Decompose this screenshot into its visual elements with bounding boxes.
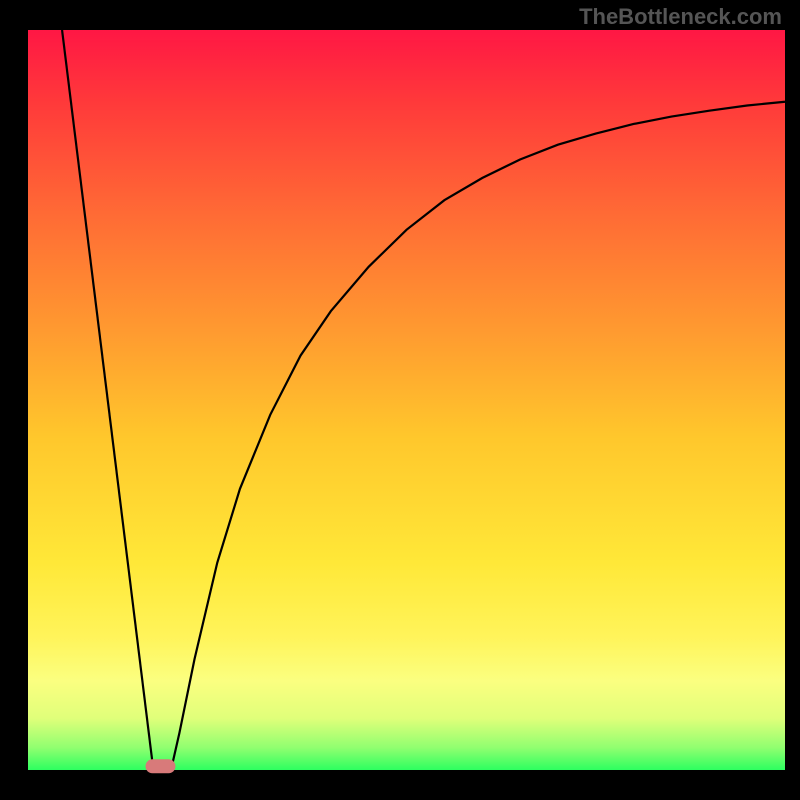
- chart-svg: [0, 0, 800, 800]
- plot-area: [28, 30, 785, 770]
- minimum-marker: [145, 759, 175, 773]
- chart-container: TheBottleneck.com: [0, 0, 800, 800]
- watermark-text: TheBottleneck.com: [579, 4, 782, 30]
